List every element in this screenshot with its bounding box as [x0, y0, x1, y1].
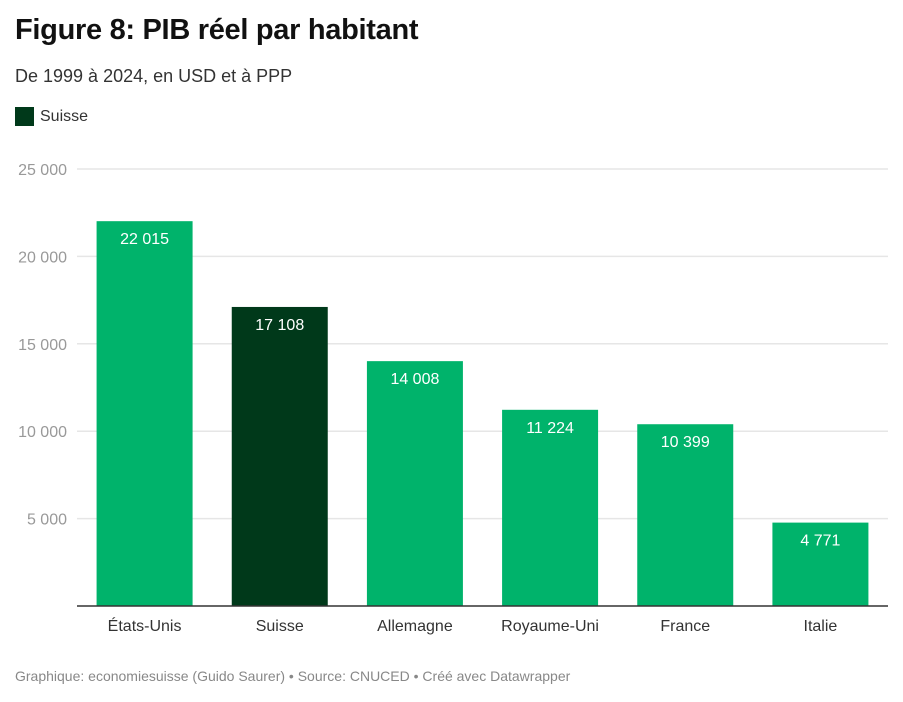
- chart-subtitle: De 1999 à 2024, en USD et à PPP: [15, 66, 293, 86]
- x-tick-label-etats-unis: États-Unis: [108, 616, 182, 635]
- x-tick-label-italie: Italie: [804, 618, 838, 635]
- y-tick-label: 5 000: [27, 512, 67, 529]
- y-tick-label: 15 000: [18, 337, 67, 354]
- bar-italie: [772, 522, 869, 606]
- value-label-france: 10 399: [661, 434, 710, 451]
- value-label-italie: 4 771: [800, 533, 840, 550]
- legend-label-suisse: Suisse: [40, 107, 89, 125]
- value-label-suisse: 17 108: [255, 317, 304, 334]
- y-tick-label: 25 000: [18, 162, 67, 179]
- legend: Suisse: [15, 107, 88, 126]
- x-tick-label-royaume-uni: Royaume-Uni: [501, 618, 599, 635]
- bar-royaume-uni: [502, 409, 599, 606]
- y-axis-ticks: 5 000 10 000 15 000 20 000 25 000: [18, 162, 67, 529]
- x-tick-label-allemagne: Allemagne: [377, 618, 453, 635]
- bar-suisse: [231, 306, 328, 606]
- value-label-allemagne: 14 008: [390, 371, 439, 388]
- value-label-etats-unis: 22 015: [120, 231, 169, 248]
- bars: [96, 221, 869, 606]
- bar-etats-unis: [96, 221, 193, 606]
- gridlines: [77, 168, 888, 520]
- x-axis-labels: États-Unis Suisse Allemagne Royaume-Uni Fran…: [108, 616, 838, 635]
- chart-title: Figure 8: PIB réel par habitant: [15, 14, 419, 46]
- x-tick-label-suisse: Suisse: [256, 618, 304, 635]
- bar-france: [637, 424, 734, 606]
- bar-allemagne: [366, 361, 463, 606]
- x-tick-label-france: France: [660, 618, 710, 635]
- chart-footer: Graphique: economiesuisse (Guido Saurer)…: [15, 668, 571, 684]
- value-labels: 22 015 17 108 14 008 11 224 10 399 4 771: [120, 231, 840, 549]
- value-label-royaume-uni: 11 224: [526, 420, 574, 437]
- legend-swatch-suisse: [15, 107, 34, 126]
- y-tick-label: 20 000: [18, 249, 67, 266]
- y-tick-label: 10 000: [18, 424, 67, 441]
